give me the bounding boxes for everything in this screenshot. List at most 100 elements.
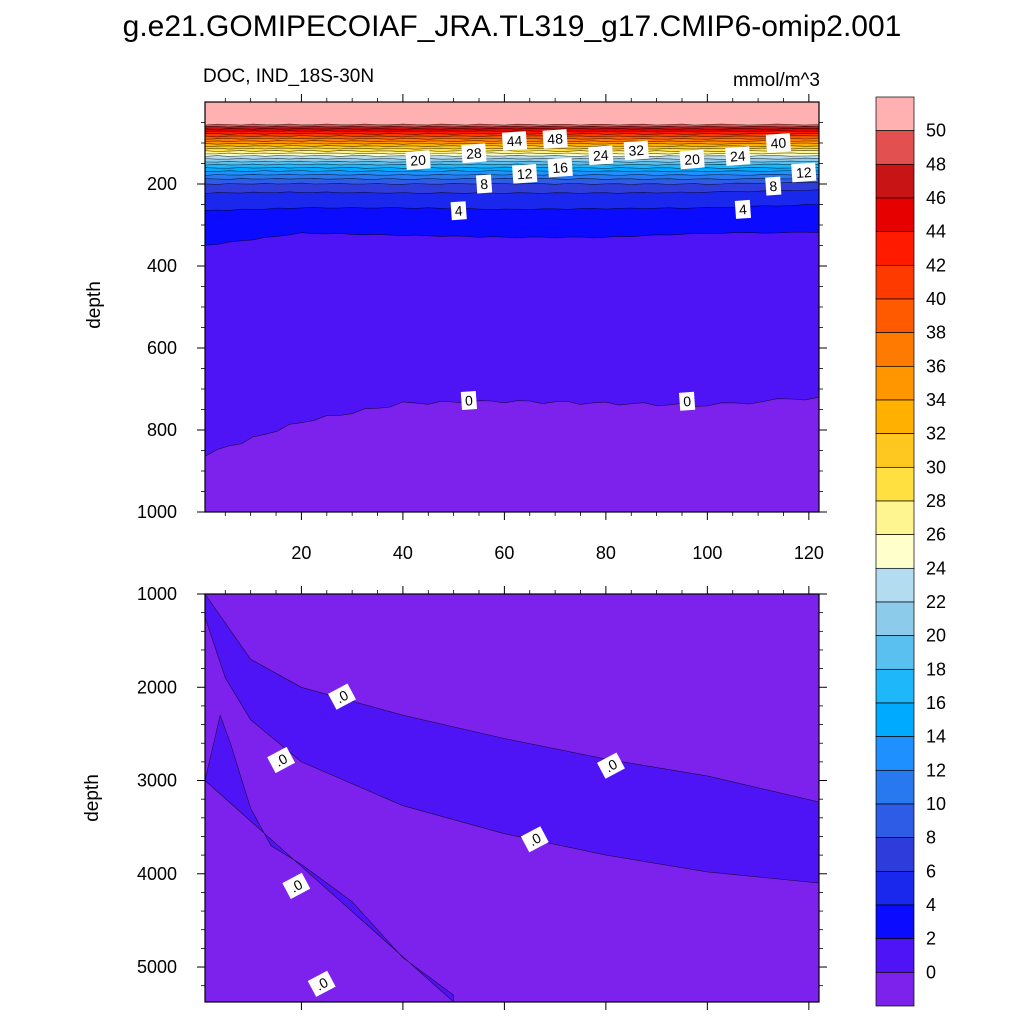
contour-label-text: 0 bbox=[464, 392, 473, 409]
colorbar-label: 12 bbox=[926, 760, 946, 780]
colorbar-label: 46 bbox=[926, 188, 946, 208]
contour-line-8 bbox=[204, 181, 819, 185]
contour-label: 0 bbox=[460, 390, 478, 411]
colorbar-swatch bbox=[875, 298, 915, 334]
contour-label-bg bbox=[765, 133, 791, 153]
contour-label-bg bbox=[267, 746, 296, 774]
contour-label-bg bbox=[725, 146, 751, 166]
contour-label: 44 bbox=[501, 131, 528, 151]
colorbar-swatch bbox=[875, 399, 915, 435]
colorbar-label: 0 bbox=[926, 962, 936, 982]
colorbar-swatch bbox=[875, 197, 915, 233]
contour-label: 48 bbox=[542, 129, 568, 149]
contour-label-text: 4 bbox=[454, 202, 463, 219]
contour-label: 16 bbox=[547, 157, 573, 178]
y-tick-label: 2000 bbox=[137, 677, 177, 697]
colorbar-swatch bbox=[875, 130, 915, 165]
contour-label: .0 bbox=[597, 752, 625, 779]
contour-label-text: 16 bbox=[552, 159, 569, 176]
contour-label-text: 32 bbox=[628, 142, 645, 159]
contour-line-6 bbox=[204, 189, 820, 194]
contour-label-text: 8 bbox=[769, 178, 778, 195]
colorbar-swatch bbox=[875, 938, 915, 973]
contour-label: 8 bbox=[475, 174, 493, 194]
colorbar-label: 20 bbox=[926, 626, 946, 646]
colorbar-label: 2 bbox=[926, 929, 936, 949]
contour-label: 20 bbox=[679, 149, 705, 170]
colorbar-label: 26 bbox=[926, 525, 946, 545]
colorbar-label: 16 bbox=[926, 693, 946, 713]
colorbar-swatch bbox=[875, 870, 915, 906]
band-below-0 bbox=[205, 397, 819, 512]
contour-label-bg bbox=[460, 390, 478, 411]
colorbar-label: 48 bbox=[926, 154, 946, 174]
contour-label: .0 bbox=[267, 746, 296, 774]
contour-label-text: 12 bbox=[516, 165, 533, 182]
contour-label: .0 bbox=[520, 826, 549, 853]
colorbar-label: 4 bbox=[926, 895, 936, 915]
contour-label: 24 bbox=[588, 145, 614, 166]
contour-label: 40 bbox=[765, 133, 791, 153]
contour-label: .0 bbox=[307, 970, 336, 997]
contour-line-44 bbox=[204, 130, 820, 133]
contour-label-bg bbox=[475, 174, 493, 194]
contour-label-bg bbox=[542, 129, 568, 149]
deep-band-0-2 bbox=[204, 593, 820, 884]
contour-line-46 bbox=[204, 127, 820, 130]
contour-label-bg bbox=[520, 826, 549, 853]
y-tick-label: 600 bbox=[147, 338, 177, 358]
contour-label-text: 20 bbox=[684, 151, 701, 168]
colorbar-swatch bbox=[875, 971, 915, 1007]
x-tick-label: 60 bbox=[494, 543, 514, 563]
contour-label: 4 bbox=[734, 199, 752, 219]
colorbar-swatch bbox=[875, 365, 915, 401]
colorbar-swatch bbox=[875, 433, 915, 468]
contour-label: .0 bbox=[282, 872, 311, 900]
colorbar-label: 6 bbox=[926, 861, 936, 881]
contour-label: 12 bbox=[512, 163, 538, 184]
colorbar-swatch bbox=[875, 803, 915, 839]
y-tick-label: 400 bbox=[147, 256, 177, 276]
variable-region-label: DOC, IND_18S-30N bbox=[203, 66, 374, 87]
contour-line-10 bbox=[204, 177, 820, 180]
contour-line-4 bbox=[204, 204, 820, 211]
colorbar-label: 8 bbox=[926, 828, 936, 848]
colorbar-swatch bbox=[875, 904, 915, 940]
contour-label-bg bbox=[307, 970, 336, 997]
upper-contour-lines bbox=[204, 123, 820, 457]
contour-label-bg bbox=[450, 201, 467, 221]
lower-axes: 1000 2000 3000 4000 5000 bbox=[137, 584, 827, 1010]
colorbar-swatch bbox=[875, 635, 915, 670]
contour-label: 20 bbox=[405, 150, 431, 171]
colorbar-swatch bbox=[875, 601, 915, 637]
contour-label-text: 12 bbox=[795, 164, 812, 181]
colorbar-label: 22 bbox=[926, 592, 946, 612]
contour-line-18 bbox=[204, 163, 820, 166]
contour-label-text: 40 bbox=[770, 134, 787, 151]
y-tick-label: 3000 bbox=[137, 771, 177, 791]
y-tick-label: 1000 bbox=[137, 584, 177, 604]
contour-label-bg bbox=[501, 131, 528, 151]
lower-plot-frame bbox=[204, 593, 820, 1003]
colorbar-label: 24 bbox=[926, 558, 946, 578]
deep-band-0-2-west bbox=[204, 714, 454, 1003]
contour-line-22 bbox=[204, 157, 820, 160]
page-title: g.e21.GOMIPECOIAF_JRA.TL319_g17.CMIP6-om… bbox=[123, 10, 902, 43]
colorbar-label: 10 bbox=[926, 794, 946, 814]
colorbar-label: 18 bbox=[926, 659, 946, 679]
contour-label-bg bbox=[405, 150, 431, 171]
contour-line-20 bbox=[204, 160, 820, 163]
x-tick-label: 40 bbox=[393, 543, 413, 563]
contour-line-26 bbox=[204, 152, 820, 155]
y-tick-label: 1000 bbox=[137, 502, 177, 522]
contour-label-bg bbox=[791, 162, 817, 183]
colorbar-swatch bbox=[875, 736, 915, 771]
contour-label-text: 4 bbox=[738, 201, 747, 218]
contour-line-24 bbox=[204, 154, 820, 157]
contour-label: 32 bbox=[623, 140, 649, 161]
x-tick-label: 120 bbox=[794, 543, 824, 563]
colorbar-label: 50 bbox=[926, 121, 946, 141]
contour-label-text: 24 bbox=[592, 147, 609, 164]
lower-contour-fills bbox=[204, 593, 820, 1003]
